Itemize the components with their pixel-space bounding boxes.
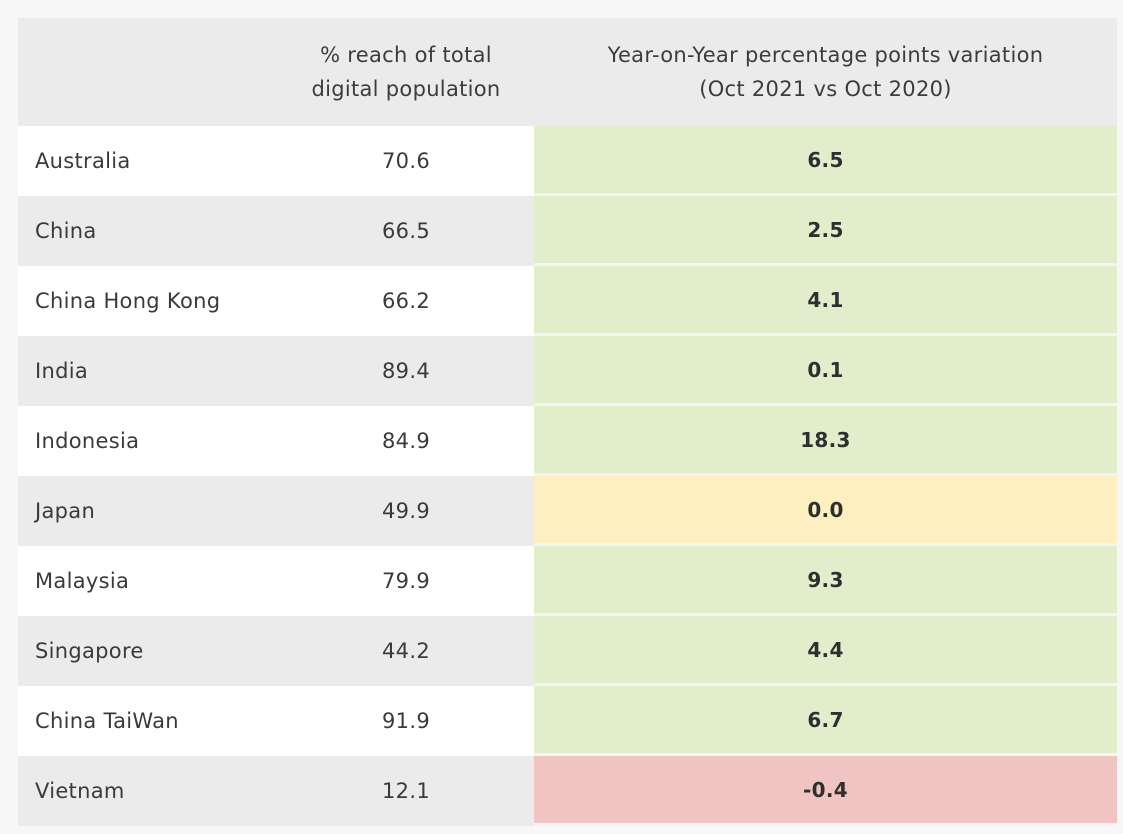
cell-yoy: 6.5	[534, 126, 1117, 196]
cell-reach: 44.2	[278, 616, 534, 686]
cell-country: China	[18, 196, 278, 266]
header-reach: % reach of total digital population	[278, 18, 534, 126]
cell-country: China TaiWan	[18, 686, 278, 756]
cell-reach: 12.1	[278, 756, 534, 826]
cell-country: India	[18, 336, 278, 406]
cell-yoy: 6.7	[534, 686, 1117, 756]
header-yoy: Year-on-Year percentage points variation…	[534, 18, 1117, 126]
header-reach-line2: digital population	[311, 77, 501, 101]
cell-reach: 49.9	[278, 476, 534, 546]
cell-country: Vietnam	[18, 756, 278, 826]
cell-reach: 70.6	[278, 126, 534, 196]
header-yoy-line2: (Oct 2021 vs Oct 2020)	[699, 77, 952, 101]
cell-yoy: 4.1	[534, 266, 1117, 336]
cell-yoy: 18.3	[534, 406, 1117, 476]
cell-yoy: 4.4	[534, 616, 1117, 686]
cell-country: Australia	[18, 126, 278, 196]
cell-reach: 84.9	[278, 406, 534, 476]
cell-reach: 89.4	[278, 336, 534, 406]
cell-yoy: 0.1	[534, 336, 1117, 406]
cell-country: Indonesia	[18, 406, 278, 476]
cell-yoy: 0.0	[534, 476, 1117, 546]
cell-yoy: 2.5	[534, 196, 1117, 266]
cell-reach: 66.5	[278, 196, 534, 266]
cell-reach: 91.9	[278, 686, 534, 756]
cell-yoy: -0.4	[534, 756, 1117, 826]
data-table: % reach of total digital population Year…	[18, 18, 1117, 826]
cell-reach: 66.2	[278, 266, 534, 336]
cell-country: Japan	[18, 476, 278, 546]
cell-reach: 79.9	[278, 546, 534, 616]
cell-country: Singapore	[18, 616, 278, 686]
cell-yoy: 9.3	[534, 546, 1117, 616]
cell-country: Malaysia	[18, 546, 278, 616]
header-yoy-line1: Year-on-Year percentage points variation	[607, 43, 1044, 67]
header-reach-line1: % reach of total	[320, 43, 492, 67]
cell-country: China Hong Kong	[18, 266, 278, 336]
header-country	[18, 18, 278, 126]
